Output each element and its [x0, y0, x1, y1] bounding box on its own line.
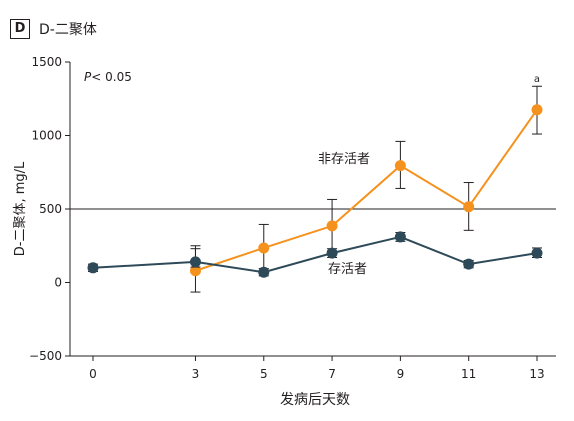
- x-tick-label: 0: [89, 367, 97, 381]
- x-tick-label: 7: [328, 367, 336, 381]
- data-point: [326, 220, 338, 232]
- significance-annotation: a: [534, 74, 540, 85]
- x-axis-label: 发病后天数: [280, 392, 350, 408]
- series-label-nonsurvivors: 非存活者: [318, 152, 370, 167]
- data-point: [531, 247, 543, 259]
- data-point: [87, 262, 99, 274]
- data-point: [531, 104, 543, 116]
- p-value-label: P< 0.05: [84, 70, 132, 84]
- panel-title: D-二聚体: [39, 22, 97, 38]
- y-axis-label: D-二聚体, mg/L: [13, 161, 28, 256]
- y-tick-label: 1000: [31, 129, 62, 143]
- data-point: [463, 258, 475, 270]
- panel-header: D D-二聚体: [10, 18, 97, 40]
- axes: −500 0 500 1000 1500 0 3 5 7 9 11 13: [29, 55, 556, 381]
- x-tick-label: 13: [529, 367, 544, 381]
- x-tick-label: 9: [397, 367, 405, 381]
- series-1: [87, 231, 543, 278]
- series-line: [195, 109, 538, 272]
- series-group: [87, 85, 543, 293]
- series-0: [189, 85, 543, 293]
- y-tick-label: −500: [29, 349, 62, 363]
- y-tick-label: 500: [39, 202, 62, 216]
- data-point: [326, 247, 338, 259]
- data-point: [394, 160, 406, 172]
- y-tick-label: 1500: [31, 55, 62, 69]
- series-label-survivors: 存活者: [328, 262, 367, 277]
- panel-letter: D: [10, 19, 30, 39]
- data-point: [394, 231, 406, 243]
- x-tick-label: 5: [260, 367, 268, 381]
- x-tick-label: 11: [461, 367, 476, 381]
- data-point: [258, 266, 270, 278]
- data-point: [258, 242, 270, 254]
- data-point: [463, 201, 475, 213]
- data-point: [189, 265, 201, 277]
- y-tick-label: 0: [54, 276, 62, 290]
- x-tick-label: 3: [192, 367, 200, 381]
- data-point: [189, 256, 201, 268]
